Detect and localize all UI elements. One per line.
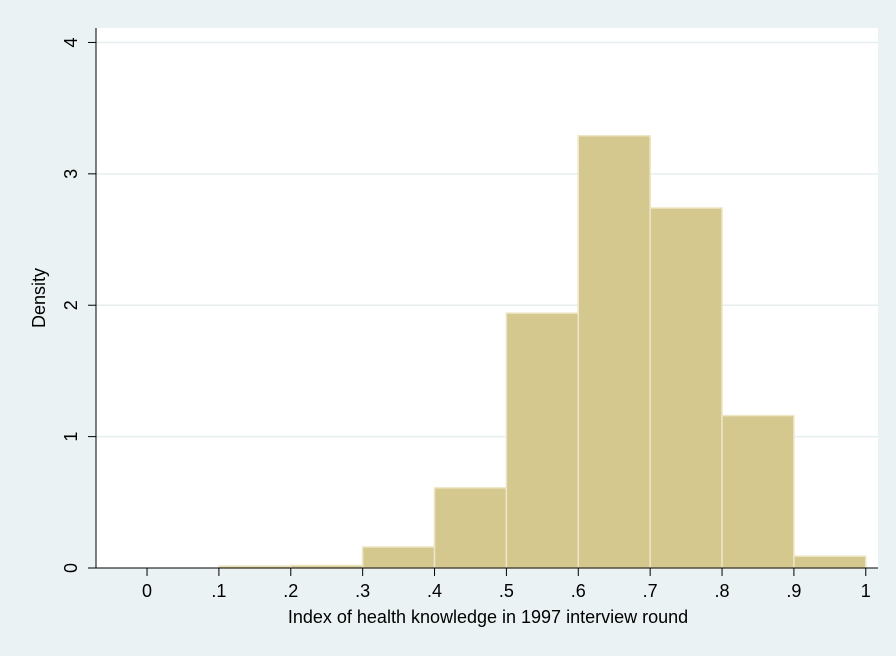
y-tick-label: 2 [61, 300, 81, 310]
x-tick-label: .7 [643, 581, 658, 601]
x-tick-label: 0 [142, 581, 152, 601]
bar [433, 487, 508, 569]
bar [649, 207, 723, 569]
x-tick-label: 1 [861, 581, 871, 601]
x-tick-label: .4 [427, 581, 442, 601]
x-tick-label: .2 [283, 581, 298, 601]
x-tick-label: .1 [211, 581, 226, 601]
y-axis-label: Density [29, 268, 49, 328]
y-tick-label: 3 [61, 169, 81, 179]
x-tick-label: .8 [715, 581, 730, 601]
x-tick-label: .5 [499, 581, 514, 601]
bar [721, 414, 795, 569]
y-tick-label: 0 [61, 563, 81, 573]
y-tick-label: 1 [61, 432, 81, 442]
x-tick-label: .6 [571, 581, 586, 601]
bar [505, 312, 580, 569]
bar [793, 555, 867, 569]
x-tick-label: .3 [355, 581, 370, 601]
bar [361, 546, 436, 569]
bar [577, 134, 651, 569]
y-tick-label: 4 [61, 37, 81, 47]
x-tick-label: .9 [786, 581, 801, 601]
x-axis-label: Index of health knowledge in 1997 interv… [288, 607, 688, 627]
